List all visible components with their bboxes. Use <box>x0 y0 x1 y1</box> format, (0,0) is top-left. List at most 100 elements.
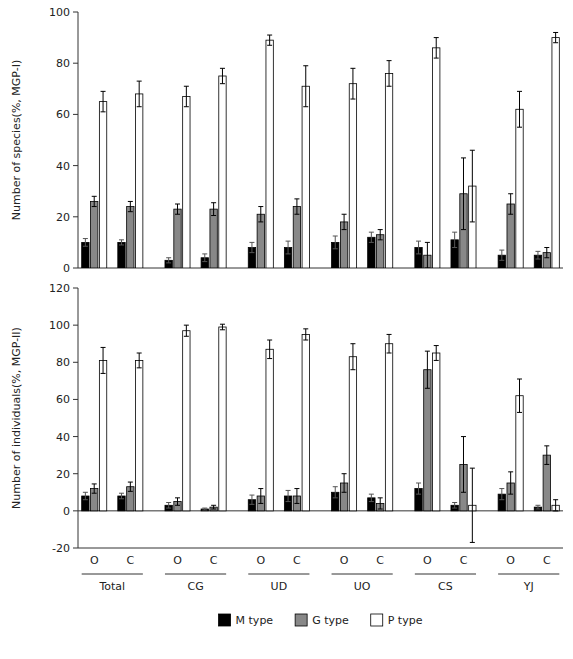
group-bracket <box>82 574 143 575</box>
y-tick-label: 60 <box>56 393 70 406</box>
error-bar <box>508 194 513 214</box>
y-tick <box>73 288 78 289</box>
error-bar <box>452 232 457 247</box>
y-tick-label: 40 <box>56 160 70 173</box>
category-label: C <box>543 554 551 567</box>
error-bar <box>553 500 558 511</box>
error-bar <box>249 242 254 252</box>
error-bar <box>92 196 97 206</box>
y-tick-label: 60 <box>56 108 70 121</box>
error-bar <box>92 484 97 493</box>
bar <box>201 509 208 511</box>
y-tick-label: 80 <box>56 356 70 369</box>
error-bar <box>128 201 133 211</box>
bar <box>127 207 134 268</box>
error-bar <box>499 489 504 500</box>
error-bar <box>553 32 558 42</box>
bar <box>302 334 309 510</box>
error-bar <box>342 214 347 229</box>
error-bar <box>416 241 421 254</box>
legend-label: P type <box>388 614 423 627</box>
error-bar <box>258 207 263 222</box>
y-tick <box>73 548 78 549</box>
error-bar <box>378 230 383 240</box>
bar <box>552 38 559 268</box>
error-bar <box>166 258 171 263</box>
y-tick <box>73 114 78 115</box>
legend-item: M type <box>219 614 274 627</box>
group-bracket <box>332 574 393 575</box>
y-tick-label: 40 <box>56 431 70 444</box>
group-label: CS <box>438 580 453 593</box>
y-tick <box>73 399 78 400</box>
error-bar <box>544 248 549 258</box>
error-bar <box>175 498 180 505</box>
error-bar <box>350 344 355 370</box>
y-axis <box>78 288 79 548</box>
y-tick-label: 120 <box>49 282 70 295</box>
error-bar <box>83 492 88 499</box>
error-bar <box>535 251 540 259</box>
error-bar <box>461 158 466 230</box>
zero-line <box>78 510 563 511</box>
error-bar <box>101 91 106 111</box>
error-bar <box>220 68 225 83</box>
bar <box>99 360 106 510</box>
legend-swatch <box>295 614 307 626</box>
category-label: C <box>293 554 301 567</box>
legend-swatch <box>219 614 231 626</box>
category-label: C <box>126 554 134 567</box>
bar <box>91 201 98 268</box>
error-bar <box>434 38 439 58</box>
error-bar <box>350 68 355 99</box>
error-bar <box>434 346 439 361</box>
error-bar <box>294 489 299 504</box>
bar <box>174 209 181 268</box>
category-label: C <box>460 554 468 567</box>
x-axis <box>78 548 563 549</box>
category-label: O <box>506 554 515 567</box>
error-bar <box>286 241 291 254</box>
marks <box>82 324 560 542</box>
error-bar <box>211 203 216 216</box>
group-label: Total <box>98 580 125 593</box>
error-bar <box>184 86 189 106</box>
group-label: UO <box>354 580 371 593</box>
error-bar <box>425 351 430 388</box>
bar <box>433 353 440 511</box>
group-bracket <box>248 574 309 575</box>
legend-swatch <box>371 614 383 626</box>
error-bar <box>470 150 475 222</box>
y-tick <box>73 473 78 474</box>
y-tick <box>73 362 78 363</box>
error-bar <box>303 329 308 340</box>
category-label: C <box>210 554 218 567</box>
category-label: O <box>173 554 182 567</box>
y-tick <box>73 325 78 326</box>
bar <box>302 86 309 268</box>
y-tick <box>73 510 78 511</box>
bar <box>349 357 356 511</box>
chart: 020406080100Number of species(%, MGP-I)-… <box>0 0 573 659</box>
y-tick <box>73 165 78 166</box>
error-bar <box>128 482 133 491</box>
group-bracket <box>415 574 476 575</box>
group-label: UD <box>271 580 288 593</box>
error-bar <box>387 334 392 353</box>
bar <box>210 209 217 268</box>
error-bar <box>452 503 457 509</box>
bar <box>183 96 190 268</box>
legend-label: G type <box>312 614 349 627</box>
bar <box>219 327 226 511</box>
error-bar <box>517 379 522 412</box>
error-bar <box>425 242 430 268</box>
bar <box>266 349 273 511</box>
legend-item: G type <box>295 614 349 627</box>
y-tick <box>73 216 78 217</box>
category-label: O <box>90 554 99 567</box>
bar <box>118 242 125 268</box>
category-label: C <box>376 554 384 567</box>
bar <box>135 94 142 268</box>
error-bar <box>119 240 124 245</box>
y-tick <box>73 268 78 269</box>
